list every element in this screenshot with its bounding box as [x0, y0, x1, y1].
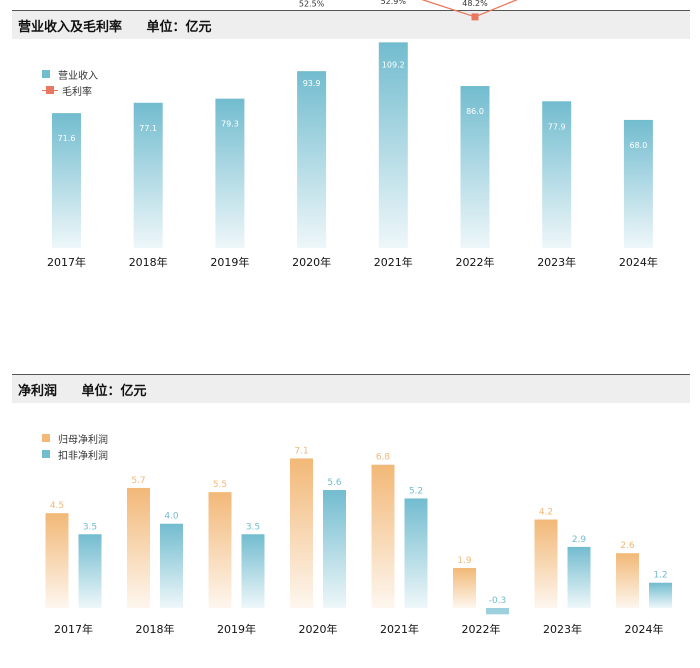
- adjusted-profit-bar: [78, 534, 102, 608]
- adjusted-profit-bar: [241, 534, 265, 608]
- chart2-title: 净利润: [18, 384, 58, 399]
- net-profit-bar-label: 2.6: [620, 541, 635, 551]
- adjusted-profit-bar-label: 3.5: [246, 522, 260, 532]
- net-profit-bar-label: 1.9: [457, 556, 472, 566]
- net-profit-bar: [45, 513, 69, 608]
- revenue-bar-label: 86.0: [466, 107, 484, 116]
- legend-swatch-net-profit: [42, 434, 50, 442]
- x-tick-label: 2018年: [129, 255, 168, 269]
- chart2-legend: 归母净利润 扣非净利润: [42, 430, 108, 462]
- legend-label-adjusted-profit: 扣非净利润: [58, 450, 108, 462]
- x-tick-label: 2024年: [625, 622, 664, 636]
- adjusted-profit-bar: [160, 523, 183, 608]
- adjusted-profit-bar: [323, 490, 346, 608]
- revenue-bar: [460, 86, 490, 249]
- chart1-legend: 营业收入 毛利率: [42, 66, 98, 98]
- revenue-bar-label: 109.2: [382, 60, 405, 69]
- adjusted-profit-bar-label: 3.5: [83, 522, 97, 532]
- net-profit-bar: [453, 567, 476, 608]
- x-tick-label: 2018年: [136, 622, 175, 636]
- adjusted-profit-bar: [567, 546, 591, 608]
- legend-label-margin: 毛利率: [62, 86, 92, 98]
- adjusted-profit-bar: [486, 608, 509, 615]
- chart1-title: 营业收入及毛利率: [18, 20, 123, 35]
- x-tick-label: 2023年: [537, 255, 576, 269]
- revenue-bar: [52, 113, 81, 248]
- net-profit-bar: [534, 519, 558, 608]
- x-tick-label: 2023年: [543, 622, 582, 636]
- adjusted-profit-bar-label: 1.2: [653, 571, 667, 581]
- legend-swatch-margin: [42, 86, 58, 94]
- chart1-svg: 71.6 2017年 77.1 2018年 79.3 2019年 93.9 2020年 109.…: [47, 0, 658, 269]
- net-profit-bar-label: 4.2: [539, 508, 553, 518]
- revenue-bar-label: 77.1: [139, 124, 157, 133]
- adjusted-profit-bar: [649, 582, 672, 608]
- adjusted-profit-bar-label: -0.3: [489, 596, 507, 606]
- revenue-bar: [623, 119, 653, 248]
- legend-swatch-revenue: [42, 70, 50, 78]
- net-profit-bar: [371, 464, 395, 608]
- panel1-title-band: [12, 11, 690, 39]
- adjusted-profit-bar: [404, 498, 428, 608]
- legend-label-net-profit: 归母净利润: [58, 434, 108, 446]
- adjusted-profit-bar-label: 2.9: [572, 535, 587, 545]
- legend-item-adjusted-profit: 扣非净利润: [42, 446, 108, 462]
- revenue-bar: [215, 98, 245, 248]
- x-tick-label: 2017年: [47, 255, 86, 269]
- x-tick-label: 2020年: [299, 622, 338, 636]
- chart1-unit-label: 单位：亿元: [146, 20, 212, 35]
- x-tick-label: 2021年: [380, 622, 419, 636]
- margin-point-label: 48.2%: [462, 0, 488, 8]
- revenue-bar-label: 71.6: [58, 134, 76, 143]
- net-profit-bar-label: 6.8: [376, 453, 391, 463]
- x-tick-label: 2017年: [54, 622, 93, 636]
- legend-swatch-adjusted-profit: [42, 450, 50, 458]
- legend-item-revenue: 营业收入: [42, 66, 98, 82]
- net-profit-bar-label: 4.5: [50, 501, 64, 511]
- net-profit-bar: [290, 458, 313, 608]
- legend-label-revenue: 营业收入: [58, 70, 98, 82]
- margin-point: [471, 13, 479, 21]
- x-tick-label: 2022年: [462, 622, 501, 636]
- x-tick-label: 2024年: [619, 255, 658, 269]
- revenue-bar-label: 79.3: [221, 120, 239, 129]
- net-profit-bar-label: 5.5: [213, 480, 227, 490]
- legend-item-net-profit: 归母净利润: [42, 430, 108, 446]
- revenue-bar: [542, 101, 572, 248]
- x-tick-label: 2019年: [210, 255, 249, 269]
- net-profit-bar-label: 5.7: [131, 476, 145, 486]
- net-profit-bar: [127, 487, 150, 608]
- panel2-top-rule: [12, 374, 690, 375]
- panel2-title: 净利润 单位：亿元: [18, 380, 147, 399]
- x-tick-label: 2022年: [456, 255, 495, 269]
- net-profit-bar: [616, 553, 639, 608]
- revenue-bar-label: 77.9: [548, 122, 566, 131]
- legend-item-margin: 毛利率: [42, 82, 98, 98]
- margin-point-label: 52.5%: [299, 0, 325, 9]
- panel1-title: 营业收入及毛利率 单位：亿元: [18, 16, 212, 35]
- net-profit-bar-label: 7.1: [294, 446, 308, 456]
- adjusted-profit-bar-label: 5.2: [409, 486, 423, 496]
- x-tick-label: 2019年: [217, 622, 256, 636]
- panel1-top-rule: [12, 10, 690, 11]
- x-tick-label: 2021年: [374, 255, 413, 269]
- revenue-bar: [133, 102, 163, 248]
- revenue-bar: [297, 71, 327, 248]
- chart2-unit-label: 单位：亿元: [81, 384, 147, 399]
- revenue-bar: [378, 42, 408, 249]
- net-profit-bar: [208, 492, 232, 608]
- adjusted-profit-bar-label: 4.0: [164, 512, 179, 522]
- x-tick-label: 2020年: [292, 255, 331, 269]
- panel2-title-band: [12, 375, 690, 403]
- revenue-bar-label: 68.0: [629, 141, 647, 150]
- revenue-bar-label: 93.9: [303, 79, 321, 88]
- margin-point-label: 52.9%: [381, 0, 407, 6]
- adjusted-profit-bar-label: 5.6: [327, 478, 342, 488]
